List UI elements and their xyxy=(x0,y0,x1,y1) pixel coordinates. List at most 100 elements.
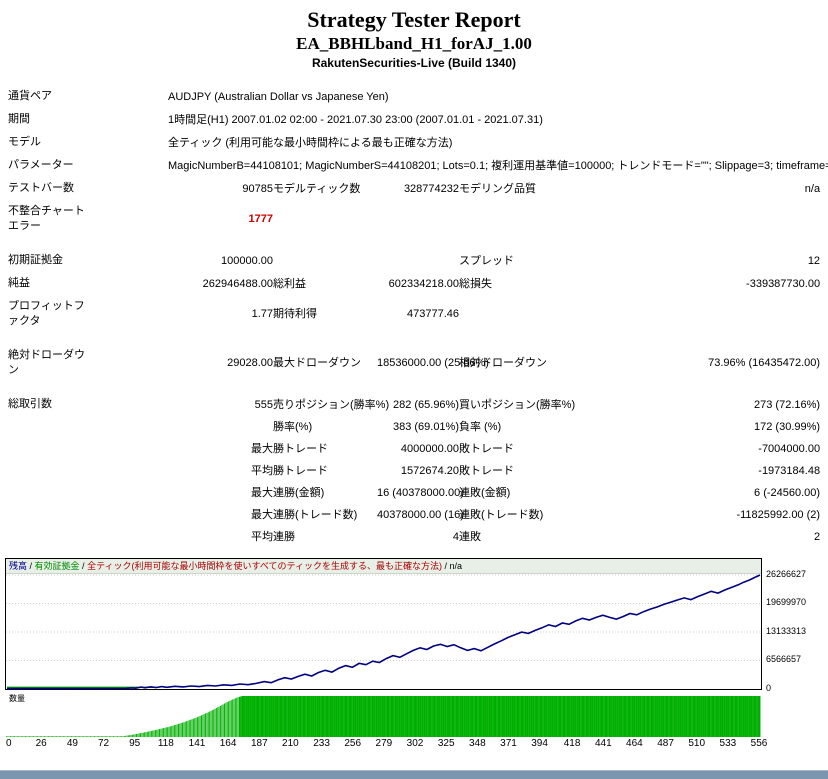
info-label: 期間 xyxy=(8,113,30,125)
stat-label: 敗トレード xyxy=(459,465,514,477)
legend-item: 全ティック(利用可能な最小時間枠を使いすべてのティックを生成する、最も正確な方法… xyxy=(87,561,442,571)
statistics-section: テストバー数 90785 モデルティック数 328774232 モデリング品質 n/a 不整… xyxy=(8,177,820,548)
stat-value: 282 (65.96%) xyxy=(392,398,459,411)
x-axis-label: 487 xyxy=(657,738,674,749)
stat-value: 最大 xyxy=(251,509,273,521)
empty-cell xyxy=(634,295,820,333)
stat-label: 総利益 xyxy=(273,277,306,290)
stat-value: 最大 xyxy=(251,443,273,455)
empty-cell xyxy=(8,482,168,504)
horizontal-scrollbar[interactable] xyxy=(0,770,828,779)
x-axis-label: 210 xyxy=(282,738,299,749)
x-axis-label: 187 xyxy=(250,738,268,749)
info-value: MagicNumberB=44108101; MagicNumberS=4410… xyxy=(168,159,828,172)
stat-value: 555 xyxy=(254,398,273,411)
stat-label: 売りポジション(勝率%) xyxy=(273,398,390,411)
info-row: モデル 全ティック (利用可能な最小時間枠による最も正確な方法) xyxy=(8,131,820,154)
empty-cell xyxy=(634,200,820,238)
info-row: 通貨ペア AUDJPY (Australian Dollar vs Japanes… xyxy=(8,85,820,108)
stat-label: 勝トレード xyxy=(273,465,328,477)
info-label: 通貨ペア xyxy=(8,90,52,102)
x-axis-label: 141 xyxy=(188,738,206,749)
stat-label: 負率 (%) xyxy=(459,421,502,433)
stat-label: 初期証拠金 xyxy=(8,254,63,266)
empty-cell xyxy=(8,504,168,526)
stat-value: 262946488.00 xyxy=(202,277,273,290)
chart-legend: 残高 / 有効証拠金 / 全ティック(利用可能な最小時間枠を使いすべてのティック… xyxy=(6,559,761,574)
stat-value: 12 xyxy=(807,254,821,267)
stat-value: 1777 xyxy=(248,213,273,225)
x-axis-label: 556 xyxy=(750,738,768,749)
x-axis-label: 394 xyxy=(531,738,548,749)
stat-label: 総取引数 xyxy=(8,398,52,410)
report-header: Strategy Tester Report EA_BBHLband_H1_fo… xyxy=(0,0,828,70)
balance-equity-plot xyxy=(6,574,761,690)
legend-item: 有効証拠金 xyxy=(34,561,80,571)
info-row: パラメーター MagicNumberB=44108101; MagicNumber… xyxy=(8,154,828,177)
empty-cell xyxy=(8,438,168,460)
stat-value: 383 (69.01%) xyxy=(392,421,459,433)
x-axis-label: 49 xyxy=(66,738,78,749)
stat-label: 連勝(トレード数) xyxy=(273,509,358,521)
lots-axis-label: 数量 xyxy=(9,694,25,703)
legend-item: / xyxy=(442,561,450,571)
y-axis-label: 0 xyxy=(766,682,772,693)
report-title: Strategy Tester Report xyxy=(307,7,521,32)
info-label: モデル xyxy=(8,136,41,148)
stat-row: 平均 連勝 4 連敗 2 xyxy=(8,526,820,548)
empty-cell xyxy=(459,295,634,333)
stat-value: 172 (30.99%) xyxy=(754,421,821,433)
x-axis-label: 441 xyxy=(594,738,612,749)
x-axis-label: 371 xyxy=(500,738,517,749)
server-build: RakutenSecurities-Live (Build 1340) xyxy=(311,56,517,70)
stat-label: 連敗(トレード数) xyxy=(459,509,544,521)
stat-row: 勝率(%) 383 (69.01%) 負率 (%) 172 (30.99%) xyxy=(8,416,820,438)
x-axis-label: 164 xyxy=(219,738,237,749)
stat-label: 最大ドローダウン xyxy=(273,357,361,369)
stat-label: スプレッド xyxy=(459,254,514,267)
x-axis-label: 256 xyxy=(344,738,362,749)
info-value: 1時間足(H1) 2007.01.02 02:00 - 2021.07.30 2… xyxy=(168,113,543,126)
stat-value: 473777.46 xyxy=(407,308,459,320)
info-row: 期間 1時間足(H1) 2007.01.02 02:00 - 2021.07.30… xyxy=(8,108,820,131)
stat-value: -7004000.00 xyxy=(758,443,821,455)
stat-row: 総取引数 555 売りポジション(勝率%) 282 (65.96%) 買いポジション(勝… xyxy=(8,393,820,416)
stat-value: n/a xyxy=(804,182,821,195)
stat-label: テストバー数 xyxy=(8,182,74,194)
empty-cell xyxy=(377,249,459,272)
stat-value: 4000000.00 xyxy=(400,443,459,455)
stat-label: 絶対ドローダウン xyxy=(8,349,85,376)
x-axis-label: 72 xyxy=(97,738,110,749)
stat-value: 328774232 xyxy=(403,182,459,195)
x-axis-label: 348 xyxy=(468,738,486,749)
stat-row: 絶対ドローダウン 29028.00 最大ドローダウン 18536000.00 (25.… xyxy=(8,344,820,382)
stat-label: 不整合チャートエラー xyxy=(8,205,85,232)
stat-label: 勝率(%) xyxy=(273,421,313,433)
stat-value: 16 (40378000.00) xyxy=(377,487,464,499)
stat-value: 平均 xyxy=(251,465,273,477)
stat-label: 純益 xyxy=(8,277,30,289)
x-axis-label: 302 xyxy=(406,738,424,749)
x-axis-label: 418 xyxy=(563,738,581,749)
expert-name: EA_BBHLband_H1_forAJ_1.00 xyxy=(296,34,532,53)
stat-value: 100000.00 xyxy=(221,254,273,267)
empty-cell xyxy=(459,200,634,238)
stat-label: 連敗 xyxy=(459,531,481,543)
x-axis-label: 26 xyxy=(35,738,47,749)
stat-value: 40378000.00 (16) xyxy=(377,509,464,521)
balance-chart: 残高 / 有効証拠金 / 全ティック(利用可能な最小時間枠を使いすべてのティック… xyxy=(5,558,827,752)
stat-value: -11825992.00 (2) xyxy=(736,509,821,521)
stat-value: 1572674.20 xyxy=(400,465,459,477)
stat-value: 273 (72.16%) xyxy=(754,398,821,411)
x-axis-label: 533 xyxy=(719,738,737,749)
x-axis-label: 325 xyxy=(437,738,455,749)
stat-label: 連敗(金額) xyxy=(459,487,511,499)
y-axis-label: 19699970 xyxy=(766,597,807,607)
stat-value: 2 xyxy=(813,531,821,543)
stat-label: 期待利得 xyxy=(273,308,317,320)
stat-value: 6 (-24560.00) xyxy=(754,487,821,499)
stat-row: 平均 勝トレード 1572674.20 敗トレード -1973184.48 xyxy=(8,460,820,482)
stat-row: 最大 勝トレード 4000000.00 敗トレード -7004000.00 xyxy=(8,438,820,460)
stat-label: プロフィットファクタ xyxy=(8,300,85,327)
stat-value: 90785 xyxy=(242,182,273,195)
